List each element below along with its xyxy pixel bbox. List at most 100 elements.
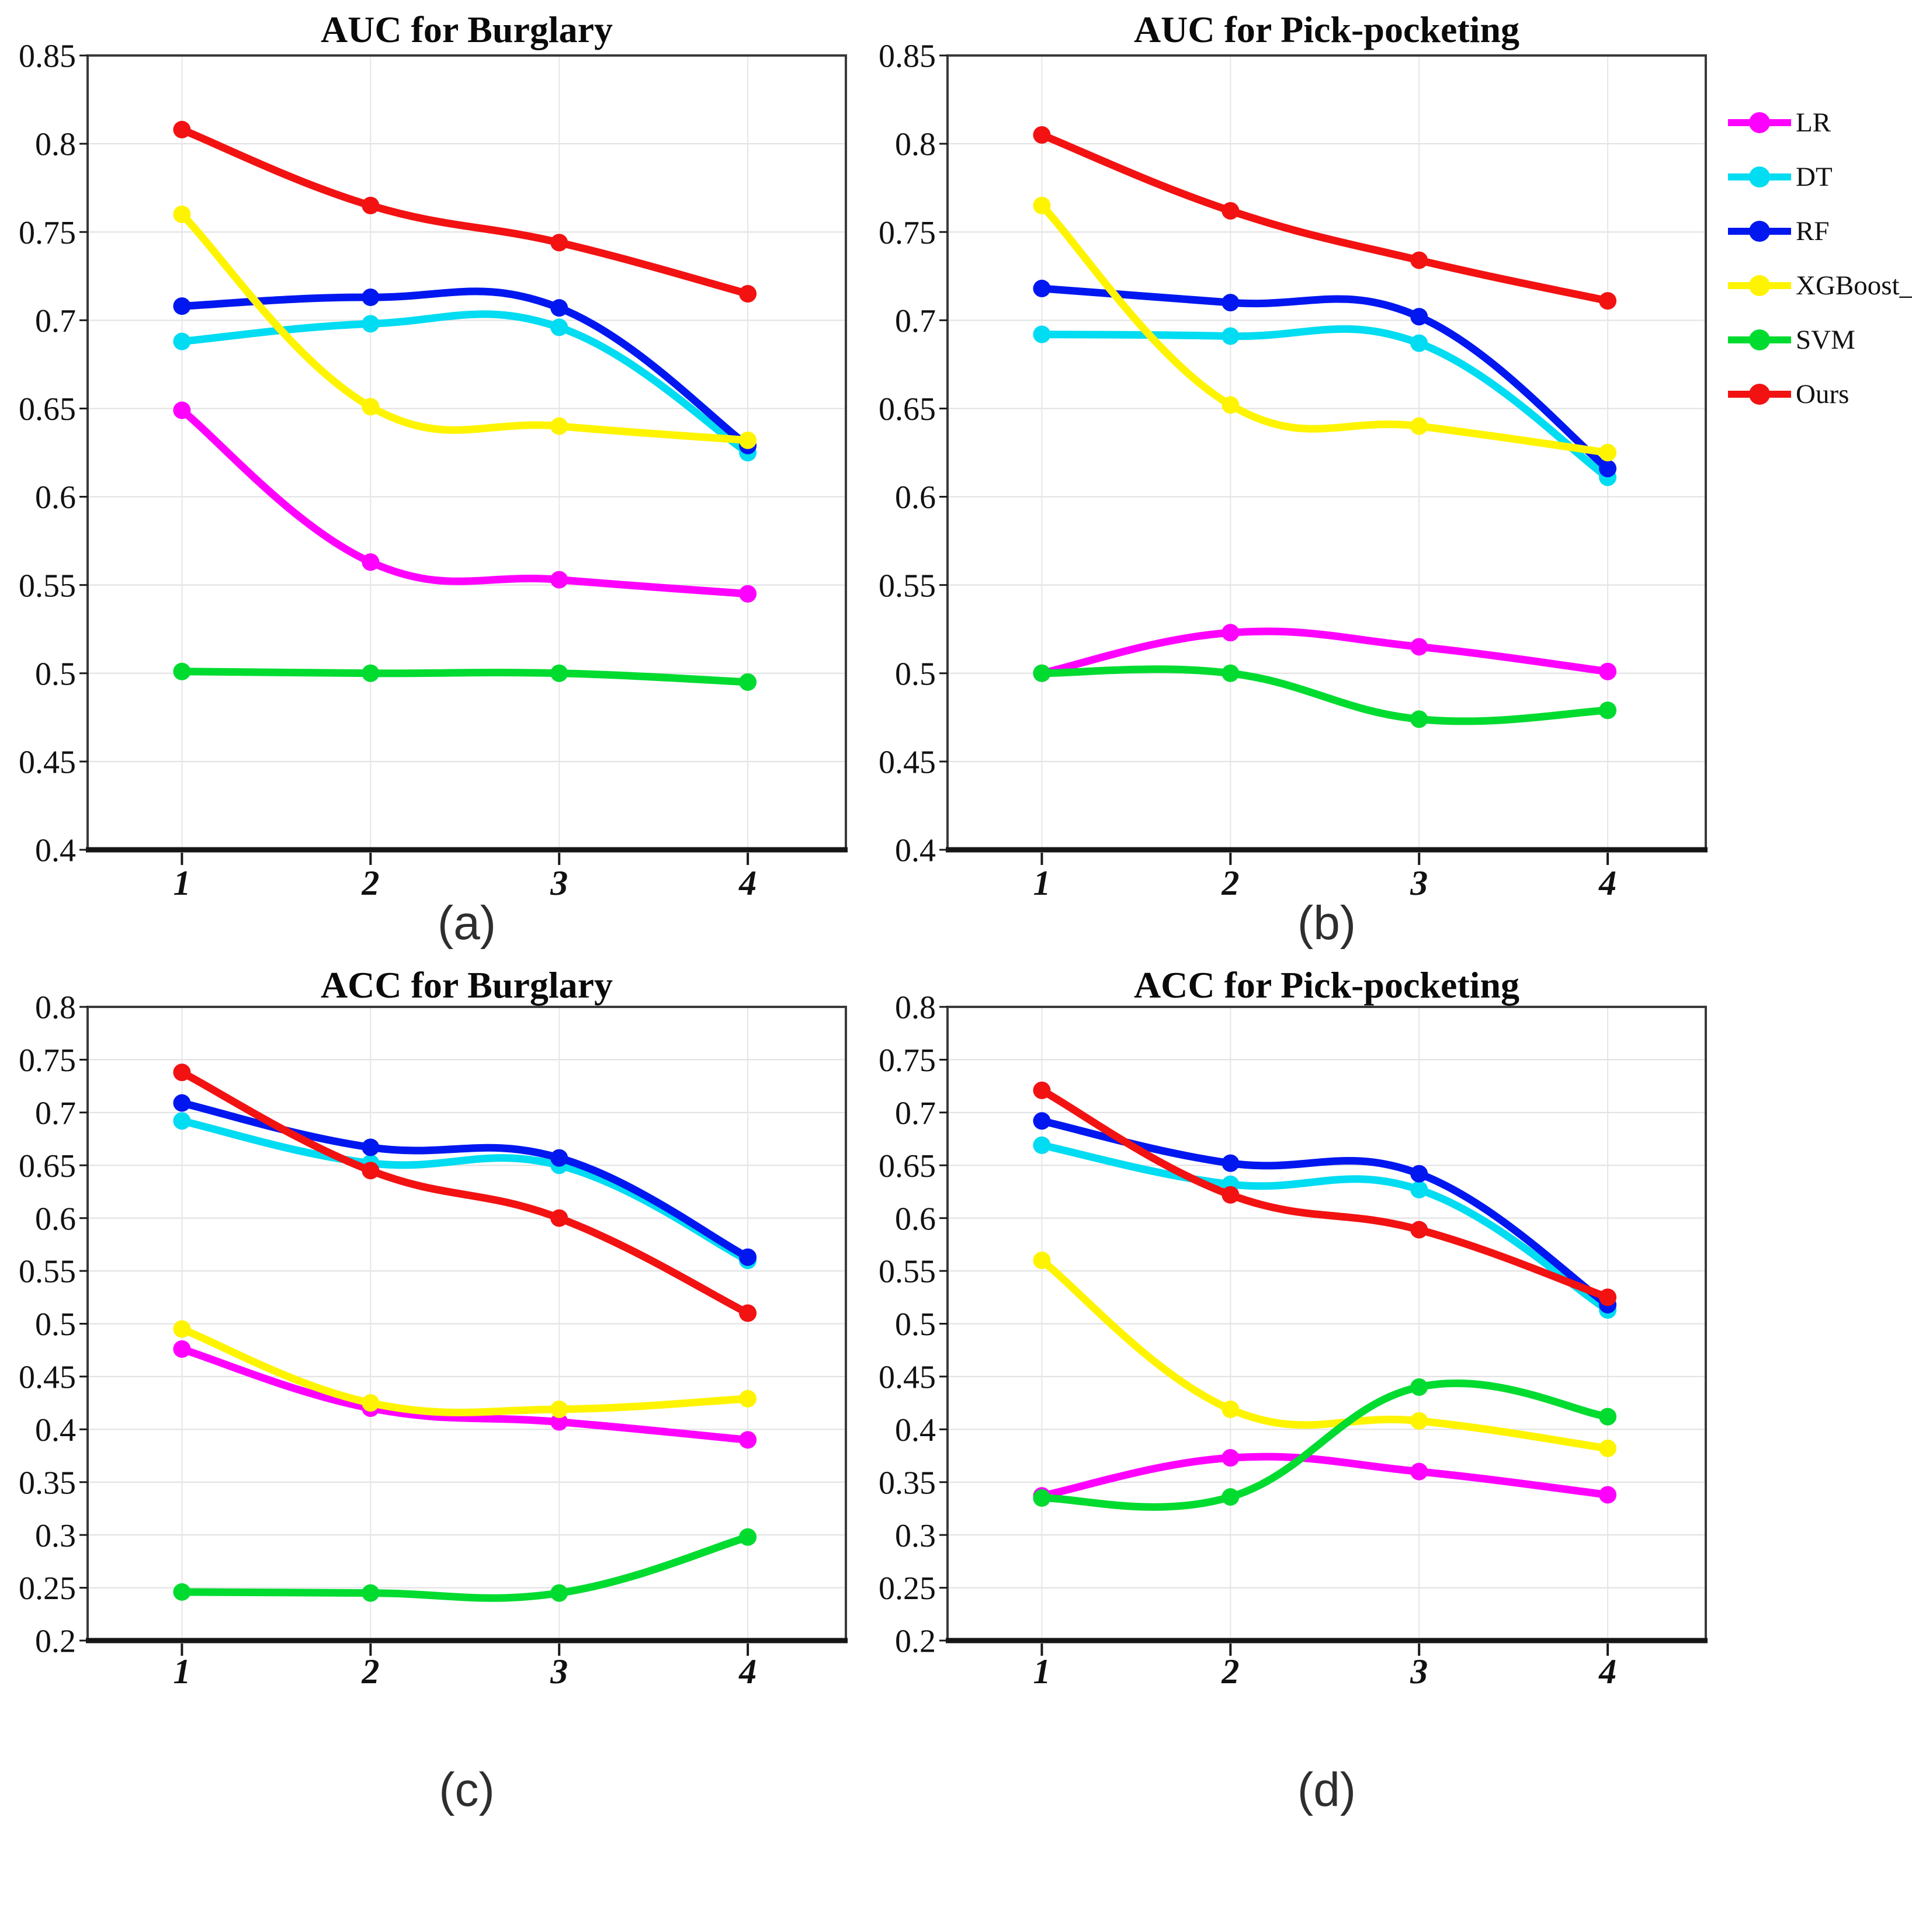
y-tick-label: 0.55 — [19, 568, 76, 604]
data-point-svm — [1599, 701, 1617, 720]
data-point-ours — [1599, 1288, 1617, 1306]
data-point-svm — [362, 1584, 380, 1602]
data-point-ours — [1033, 1081, 1051, 1099]
series-group — [173, 120, 757, 691]
x-tick-label: 1 — [1033, 1652, 1050, 1691]
data-point-dt — [1033, 325, 1051, 343]
legend-swatch — [1728, 274, 1791, 297]
data-point-ours — [362, 1162, 380, 1180]
legend-item-lr: LR — [1728, 95, 1912, 150]
data-point-ours — [550, 1209, 568, 1227]
legend-swatch — [1728, 329, 1791, 351]
y-tick-label: 0.65 — [19, 1148, 76, 1184]
y-tick-label: 0.3 — [895, 1518, 936, 1554]
x-tick-label: 2 — [1221, 864, 1239, 902]
legend: LR DT RF XGBoost_ SVM Ours — [1728, 95, 1912, 421]
y-tick-label: 0.5 — [35, 656, 76, 692]
data-point-ours — [1410, 1221, 1428, 1239]
series-line-rf — [1037, 284, 1612, 472]
data-point-rf — [1222, 1154, 1240, 1172]
data-point-ours — [739, 1304, 757, 1322]
chart-sublabel: (d) — [1297, 1763, 1356, 1816]
legend-item-rf: RF — [1728, 204, 1912, 258]
data-point-dt — [550, 318, 568, 336]
x-tick-label: 3 — [550, 864, 568, 902]
y-tick-label: 0.5 — [895, 656, 936, 692]
data-point-ours — [1222, 1186, 1240, 1204]
legend-label: Ours — [1796, 378, 1849, 409]
y-tick-label: 0.8 — [35, 990, 76, 1026]
y-tick-label: 0.75 — [19, 215, 76, 251]
data-point-dt — [1410, 1180, 1428, 1198]
series-line-lr — [178, 1345, 752, 1444]
data-point-rf — [550, 1149, 568, 1167]
y-tick-label: 0.8 — [895, 990, 936, 1026]
series-line-xgboost_ — [1037, 201, 1612, 457]
series-line-ours — [178, 1068, 752, 1317]
data-point-xgboost_ — [173, 206, 191, 223]
data-point-xgboost_ — [550, 417, 568, 435]
x-tick-label: 3 — [1410, 864, 1428, 902]
chart-title: ACC for Pick-pocketing — [1134, 966, 1519, 1006]
data-point-svm — [1033, 664, 1051, 682]
legend-marker-dot — [1749, 166, 1770, 187]
data-point-xgboost_ — [362, 1394, 380, 1412]
data-point-rf — [1410, 1165, 1428, 1183]
data-point-ours — [739, 285, 757, 303]
y-tick-label: 0.4 — [35, 833, 76, 869]
chart-sublabel: (c) — [439, 1763, 495, 1816]
y-tick-label: 0.45 — [879, 1360, 936, 1396]
y-tick-label: 0.45 — [19, 744, 76, 780]
data-point-lr — [739, 1431, 757, 1449]
y-tick-label: 0.7 — [35, 1095, 76, 1131]
series-line-lr — [1037, 627, 1612, 677]
y-tick-label: 0.45 — [879, 744, 936, 780]
data-point-rf — [1033, 279, 1051, 297]
legend-marker-dot — [1749, 220, 1770, 242]
legend-label: RF — [1796, 216, 1830, 246]
plot-area: 0.4 0.45 0.5 0.55 0.6 0.65 0.7 0.75 0.8 0.85 1 2 3 4 — [879, 39, 1708, 902]
x-tick-label: 4 — [1598, 864, 1616, 902]
chart-title: AUC for Pick-pocketing — [1134, 9, 1519, 50]
series-group — [1033, 126, 1617, 728]
data-point-xgboost_ — [1222, 396, 1240, 414]
legend-label: DT — [1796, 161, 1833, 192]
y-tick-label: 0.55 — [879, 1254, 936, 1290]
series-group — [173, 1064, 757, 1602]
plot-area: 0.2 0.25 0.3 0.35 0.4 0.45 0.5 0.55 0.6 0.65 0.7 0.… — [879, 990, 1708, 1691]
legend-item-dt: DT — [1728, 150, 1912, 204]
series-line-xgboost_ — [1037, 1256, 1612, 1453]
data-point-svm — [173, 662, 191, 680]
data-point-dt — [1222, 327, 1240, 345]
data-point-ours — [1410, 251, 1428, 269]
data-point-lr — [550, 1413, 568, 1431]
chart-auc-pickpocketing: 0.4 0.45 0.5 0.55 0.6 0.65 0.7 0.75 0.8 0.85 1 2 3 4 … — [860, 0, 1720, 966]
data-point-ours — [173, 1064, 191, 1082]
y-tick-label: 0.65 — [879, 391, 936, 428]
data-point-svm — [739, 673, 757, 691]
x-tick-label: 4 — [1598, 1652, 1616, 1691]
y-tick-label: 0.75 — [879, 215, 936, 251]
plot-area: 0.2 0.25 0.3 0.35 0.4 0.45 0.5 0.55 0.6 0.65 0.7 0.… — [19, 990, 848, 1691]
x-tick-label: 4 — [738, 1652, 757, 1691]
y-tick-label: 0.4 — [895, 1412, 936, 1448]
legend-marker-dot — [1749, 112, 1770, 133]
data-point-rf — [362, 1138, 380, 1156]
chart-acc-burglary: 0.2 0.25 0.3 0.35 0.4 0.45 0.5 0.55 0.6 0.65 0.7 0.… — [0, 966, 860, 1932]
y-tick-label: 0.85 — [19, 39, 76, 75]
y-tick-label: 0.5 — [895, 1306, 936, 1343]
data-point-svm — [1033, 1489, 1051, 1507]
data-point-rf — [550, 299, 568, 317]
y-tick-label: 0.65 — [19, 391, 76, 428]
x-tick-label: 3 — [1410, 1652, 1428, 1691]
legend-label: XGBoost_ — [1796, 270, 1912, 301]
data-point-svm — [550, 1584, 568, 1602]
chart-sublabel: (a) — [438, 896, 496, 950]
data-point-xgboost_ — [1410, 417, 1428, 435]
data-point-xgboost_ — [739, 1389, 757, 1408]
data-point-rf — [1033, 1112, 1051, 1130]
data-point-lr — [362, 553, 380, 571]
legend-swatch — [1728, 220, 1791, 242]
y-tick-label: 0.7 — [895, 303, 936, 339]
